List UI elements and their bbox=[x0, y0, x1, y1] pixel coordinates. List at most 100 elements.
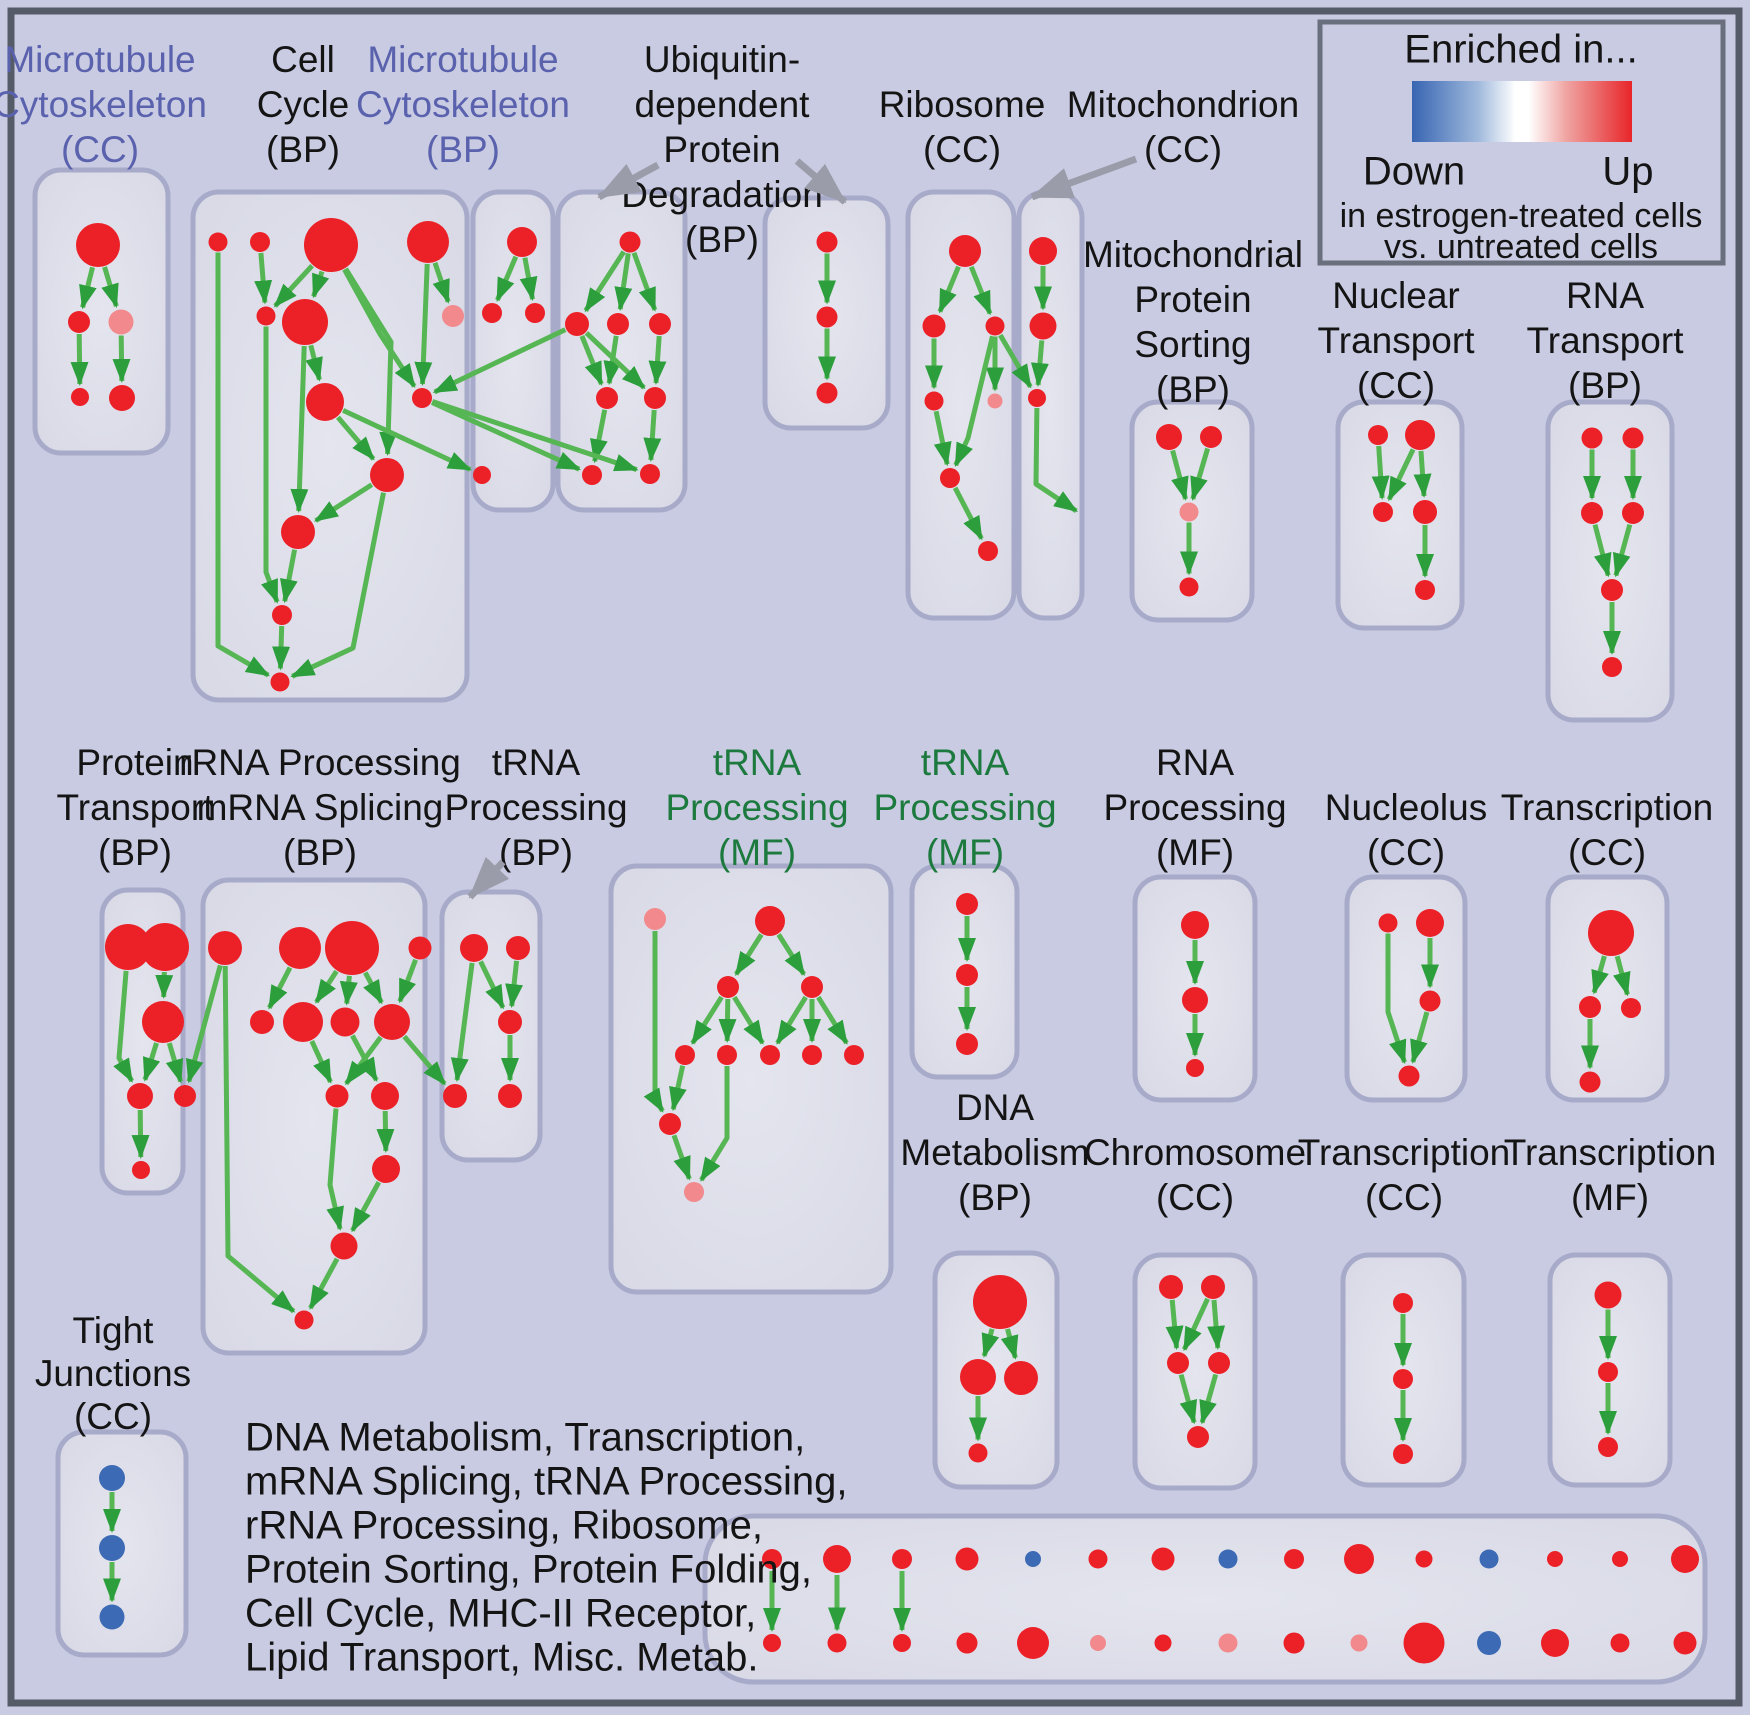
edge-cc3-cc10 bbox=[343, 267, 398, 456]
group-label-rna-processing: RNA Processing (MF) bbox=[1103, 742, 1286, 873]
edge-rr12-rr13 bbox=[308, 1257, 340, 1310]
group-label-line: RNA bbox=[1156, 742, 1234, 783]
group-label-line: (BP) bbox=[426, 129, 500, 170]
node-tb4 bbox=[443, 1084, 467, 1108]
group-label-line: DNA bbox=[956, 1087, 1034, 1128]
group-label-line: Processing bbox=[665, 787, 848, 828]
group-label-line: Cycle bbox=[257, 84, 350, 125]
edge-mb1-mb2 bbox=[495, 255, 519, 302]
edge-cc3-cc5 bbox=[273, 264, 314, 308]
chromosome-box bbox=[1132, 1252, 1258, 1491]
node-ch3 bbox=[1167, 1352, 1189, 1374]
note-text-line: DNA Metabolism, Transcription, bbox=[245, 1416, 805, 1460]
strip-node-bottom-7 bbox=[1218, 1633, 1238, 1653]
node-cc11 bbox=[281, 515, 315, 549]
edge-cc9-ua7 bbox=[430, 400, 582, 472]
node-tm11 bbox=[684, 1182, 704, 1202]
node-cc7 bbox=[442, 305, 464, 327]
group-label-line: Processing bbox=[1103, 787, 1286, 828]
node-rp1 bbox=[1181, 911, 1209, 939]
node-rb4 bbox=[924, 391, 944, 411]
node-rr3 bbox=[325, 921, 379, 975]
node-ch5 bbox=[1187, 1426, 1209, 1448]
edge-rr11-rr12 bbox=[350, 1181, 381, 1233]
group-label-line: RNA bbox=[1566, 275, 1644, 316]
group-label-line: (CC) bbox=[1367, 832, 1445, 873]
node-mc1 bbox=[76, 223, 120, 267]
group-label-cell-cycle: Cell Cycle (BP) bbox=[257, 39, 350, 170]
node-nu3 bbox=[1419, 990, 1441, 1012]
node-rb2 bbox=[922, 314, 946, 338]
node-ua1 bbox=[619, 231, 641, 253]
node-tm5 bbox=[675, 1045, 695, 1065]
node-nt2 bbox=[1405, 420, 1435, 450]
edge-tb2-tb3 bbox=[505, 960, 524, 1009]
edge-rr3-rr6 bbox=[314, 969, 339, 1004]
edge-ch1-ch3 bbox=[1165, 1299, 1184, 1351]
group-label-transcription-cc-mid: Transcription (CC) bbox=[1501, 787, 1713, 873]
node-tb2 bbox=[506, 936, 530, 960]
node-ua7 bbox=[582, 465, 602, 485]
group-label-line: dependent bbox=[635, 84, 811, 125]
edge-tm4-tm9 bbox=[816, 995, 849, 1045]
group-label-line: Mitochondrial bbox=[1083, 234, 1303, 275]
legend-down-label: Down bbox=[1363, 150, 1465, 194]
strip-node-top-1 bbox=[823, 1545, 851, 1573]
strip-node-bottom-0 bbox=[763, 1634, 781, 1652]
strip-node-top-10 bbox=[1415, 1550, 1433, 1568]
edge-tm5-tm10 bbox=[669, 1065, 687, 1112]
node-mi3 bbox=[1028, 389, 1046, 407]
edge-ua5-ua7 bbox=[590, 409, 608, 464]
edge-mb1-mb3 bbox=[519, 257, 538, 302]
group-label-line: rRNA Processing bbox=[179, 742, 461, 783]
node-tj3 bbox=[99, 1604, 125, 1630]
group-label-nuclear-transport: Nuclear Transport (CC) bbox=[1318, 275, 1476, 406]
strip-node-bottom-13 bbox=[1610, 1633, 1630, 1653]
node-mc2 bbox=[68, 311, 90, 333]
group-label-line: (BP) bbox=[1156, 369, 1230, 410]
note-text-line: Protein Sorting, Protein Folding, bbox=[245, 1548, 812, 1592]
node-cc9 bbox=[412, 388, 432, 408]
edge-ch2-ch4 bbox=[1207, 1299, 1226, 1350]
node-rt5 bbox=[1601, 579, 1623, 601]
group-label-protein-transport: Protein Transport (BP) bbox=[57, 742, 215, 873]
group-label-line: (CC) bbox=[1568, 832, 1646, 873]
strip-node-bottom-4 bbox=[1017, 1627, 1049, 1659]
edge-nt1-nt3 bbox=[1371, 445, 1390, 500]
edge-mc1-mc2 bbox=[79, 266, 97, 310]
node-tm2 bbox=[755, 906, 785, 936]
node-ua2 bbox=[565, 312, 589, 336]
node-mc3 bbox=[108, 309, 134, 335]
edge-tb1-tb3 bbox=[478, 960, 506, 1010]
group-label-line: Transcription bbox=[1504, 1132, 1716, 1173]
edge-rt3-rt5 bbox=[1592, 523, 1612, 578]
node-rt3 bbox=[1581, 502, 1603, 524]
edge-cc1-cc13 bbox=[215, 252, 271, 678]
edge-cc10-cc13 bbox=[290, 492, 386, 679]
node-cc4 bbox=[407, 221, 449, 263]
node-rt1 bbox=[1581, 427, 1603, 449]
edge-cc5-cc12 bbox=[261, 326, 280, 604]
edge-cc6-cc8 bbox=[305, 344, 323, 382]
node-tm10 bbox=[659, 1113, 681, 1135]
node-tb1 bbox=[460, 934, 488, 962]
node-ua8 bbox=[640, 464, 660, 484]
node-ua3 bbox=[607, 313, 629, 335]
group-label-ubiquitin: Ubiquitin-dependent Protein Degradation (BP… bbox=[621, 39, 823, 260]
group-label-line: (BP) bbox=[266, 129, 340, 170]
strip-node-bottom-3 bbox=[956, 1632, 978, 1654]
edge-ch2-ch3 bbox=[1182, 1297, 1210, 1352]
edge-rr1-pt5 bbox=[185, 964, 223, 1084]
group-label-line: (BP) bbox=[283, 832, 357, 873]
node-tm4 bbox=[801, 976, 823, 998]
node-mb2 bbox=[482, 303, 502, 323]
edge-rr3-rr8 bbox=[363, 971, 384, 1005]
edge-tm6-tm11 bbox=[699, 1066, 730, 1182]
group-label-line: (CC) bbox=[923, 129, 1001, 170]
node-rr7 bbox=[330, 1007, 360, 1037]
edge-ua1-ua4 bbox=[631, 251, 658, 312]
group-label-mt-bp: Microtubule Cytoskeleton (BP) bbox=[356, 39, 570, 170]
strip-node-bottom-5 bbox=[1090, 1635, 1106, 1651]
node-nu2 bbox=[1416, 909, 1444, 937]
group-label-line: Cytoskeleton bbox=[356, 84, 570, 125]
